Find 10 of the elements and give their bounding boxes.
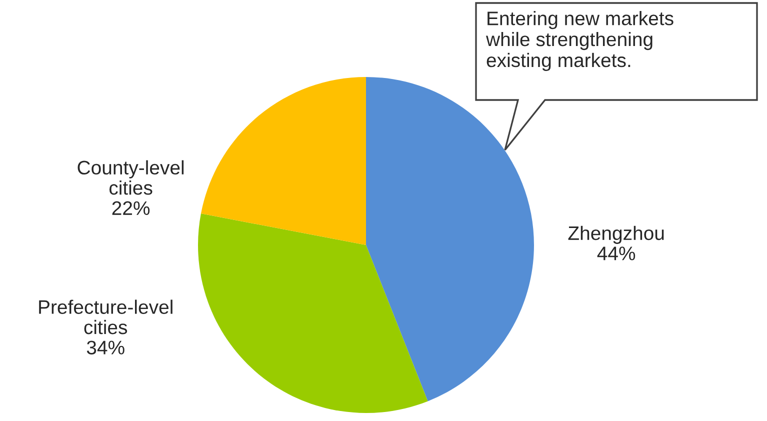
data-label: 44% [597, 246, 636, 260]
slice-label: Prefecture-level cities [39, 300, 172, 334]
slice-label: Zhengzhou [568, 226, 664, 244]
data-label: 34% [86, 340, 124, 354]
pie-slice [198, 214, 428, 413]
pie-slice [200, 77, 366, 245]
data-label: 22% [112, 201, 150, 215]
pie-slice [366, 77, 534, 402]
text: Entering new markets while strengthening existing markets. [486, 11, 674, 72]
slice-label: County-level cities [78, 160, 184, 195]
